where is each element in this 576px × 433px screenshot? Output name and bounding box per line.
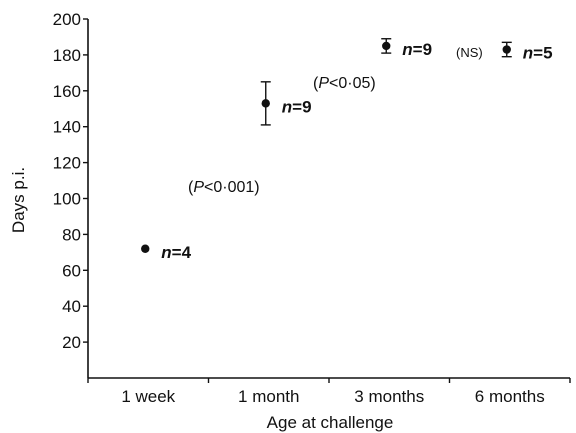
sample-size-label: n=9 <box>402 40 432 59</box>
x-tick-label: 1 week <box>121 387 175 406</box>
y-tick-label: 160 <box>53 82 81 101</box>
data-point <box>502 45 511 54</box>
y-tick-label: 180 <box>53 46 81 65</box>
y-tick-label: 40 <box>62 297 81 316</box>
x-tick-label: 1 month <box>238 387 299 406</box>
y-tick-label: 100 <box>53 190 81 209</box>
data-point <box>261 99 270 108</box>
y-tick-label: 20 <box>62 333 81 352</box>
ns-annotation: (NS) <box>456 45 483 60</box>
y-tick-label: 140 <box>53 118 81 137</box>
x-tick-label: 3 months <box>354 387 424 406</box>
p-value-annotation: (P<0·05) <box>313 75 376 92</box>
x-tick-label: 6 months <box>475 387 545 406</box>
sample-size-label: n=4 <box>161 243 191 262</box>
y-tick-label: 60 <box>62 261 81 280</box>
x-axis: 1 week 1 month 3 months 6 months <box>87 377 571 406</box>
annotations: (P<0·001) (P<0·05) (NS) <box>188 45 483 196</box>
y-tick-label: 200 <box>53 10 81 29</box>
data-point <box>382 41 391 51</box>
y-axis-title: Days p.i. <box>9 167 28 233</box>
y-tick-label: 120 <box>53 154 81 173</box>
sample-size-label: n=5 <box>523 44 553 63</box>
sample-size-label: n=9 <box>282 97 312 116</box>
data-point <box>141 244 150 253</box>
p-value-annotation: (P<0·001) <box>188 179 260 196</box>
y-tick-label: 80 <box>62 225 81 244</box>
y-axis: 20 40 60 80 100 120 140 160 180 200 <box>53 10 89 378</box>
data-points: n=4 n=9 n=9 n=5 <box>141 38 553 262</box>
x-axis-title: Age at challenge <box>267 413 394 432</box>
